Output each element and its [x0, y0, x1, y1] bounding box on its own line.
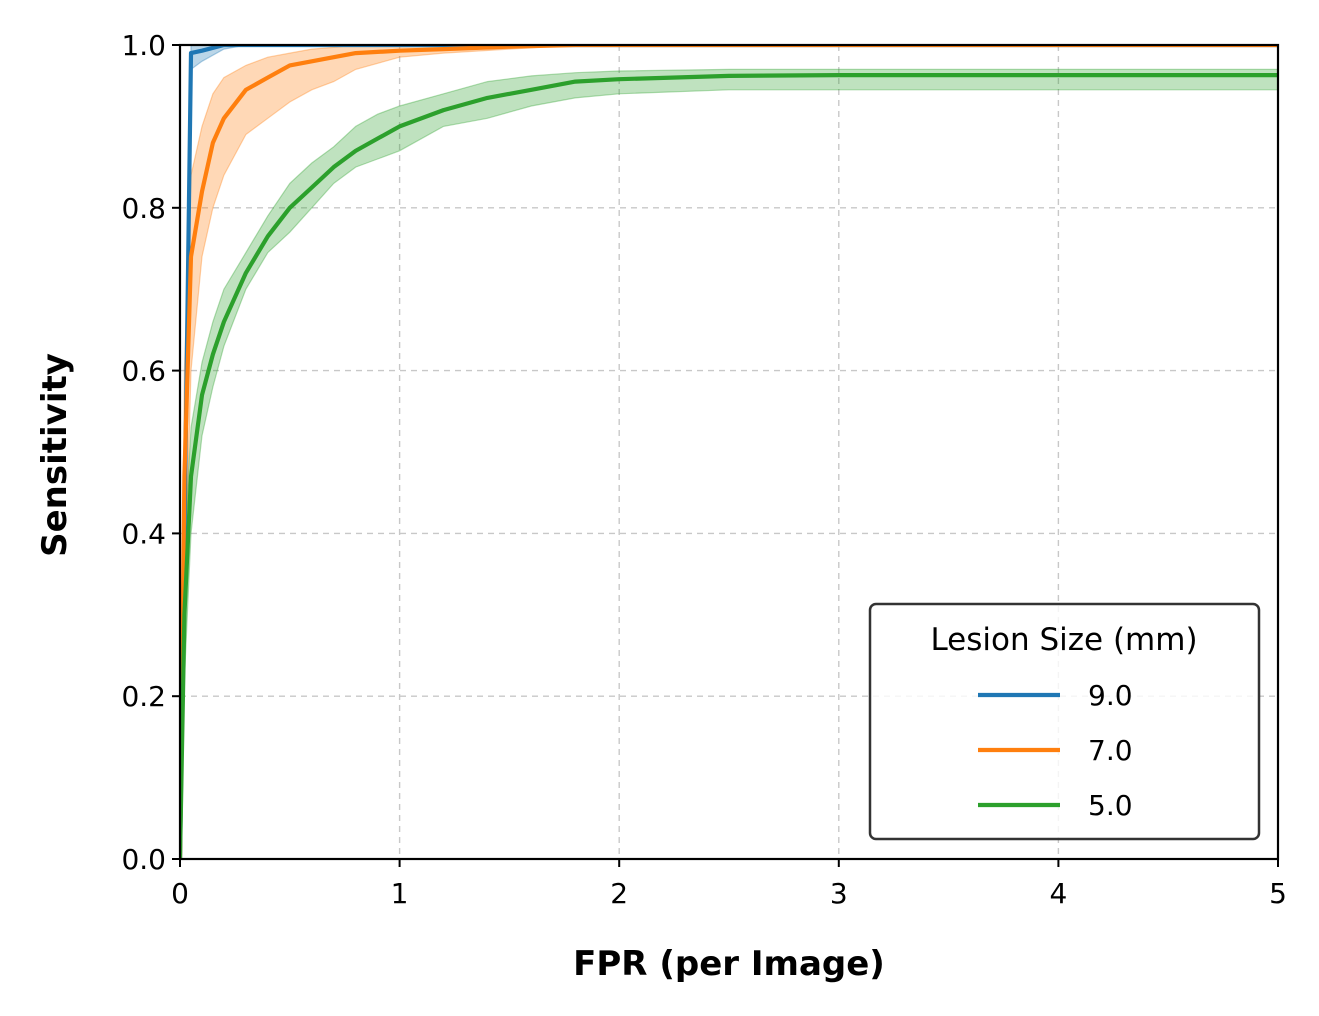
series-line-7.0	[180, 45, 1278, 859]
legend-label-5.0: 5.0	[1088, 789, 1133, 822]
x-axis-title: FPR (per Image)	[573, 944, 885, 984]
y-tick-label: 0.4	[121, 517, 166, 550]
y-tick-label: 0.2	[121, 680, 166, 713]
grid-lines	[180, 45, 1278, 859]
x-tick-label: 2	[610, 877, 628, 910]
series-lines	[180, 45, 1278, 859]
y-tick-label: 1.0	[121, 29, 166, 62]
legend: Lesion Size (mm) 9.0 7.0 5.0	[868, 602, 1261, 841]
legend-label-9.0: 9.0	[1088, 679, 1133, 712]
y-tick-label: 0.8	[121, 192, 166, 225]
x-tick-label: 5	[1269, 877, 1287, 910]
confidence-band-5.0	[180, 68, 1278, 859]
y-axis-ticks: 0.0 0.2 0.4 0.6 0.8 1.0	[121, 29, 180, 876]
confidence-bands	[180, 45, 1278, 859]
x-tick-label: 1	[391, 877, 409, 910]
x-tick-label: 4	[1049, 877, 1067, 910]
y-tick-label: 0.6	[121, 355, 166, 388]
legend-entries: 9.0 7.0 5.0	[978, 679, 1133, 822]
confidence-band-9.0	[180, 45, 1278, 859]
x-axis-ticks: 0 1 2 3 4 5	[171, 859, 1287, 910]
x-tick-label: 0	[171, 877, 189, 910]
x-tick-label: 3	[830, 877, 848, 910]
y-tick-label: 0.0	[121, 843, 166, 876]
legend-box	[868, 602, 1261, 841]
series-line-9.0	[180, 45, 1278, 859]
series-line-5.0	[180, 72, 1278, 859]
legend-label-7.0: 7.0	[1088, 734, 1133, 767]
legend-title: Lesion Size (mm)	[930, 622, 1197, 658]
confidence-band-7.0	[180, 45, 1278, 859]
plot-frame	[178, 43, 1280, 861]
y-axis-title: Sensitivity	[35, 353, 75, 557]
